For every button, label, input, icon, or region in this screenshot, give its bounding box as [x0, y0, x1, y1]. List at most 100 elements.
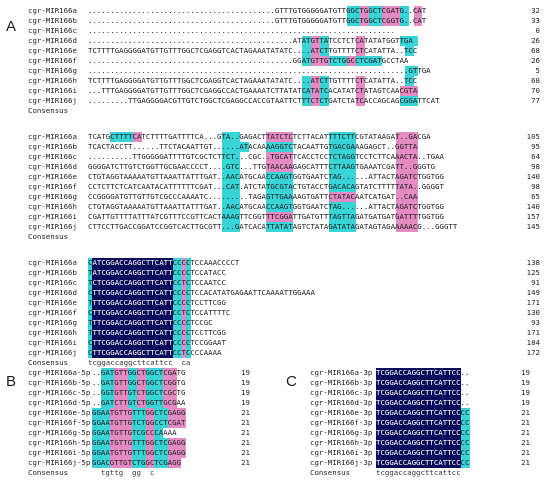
- conservation-highlight: [355, 76, 365, 86]
- aligned-sequence: GGGGATCTTGTCTGGTTGCGAACCCCT....GTC...TTG…: [88, 162, 436, 171]
- consensus-sequence: tcggaccaggcttcattcc ca: [88, 358, 191, 367]
- sequence-name: cgr-MIR166d: [28, 288, 77, 297]
- identical-residues: TCGGACCAGGCTTCATTCC: [376, 368, 461, 377]
- consensus-row: Consensus: [0, 106, 550, 116]
- aligned-sequence: ........................................…: [88, 56, 409, 65]
- conservation-highlight: [319, 96, 329, 106]
- identical-residues: TCGGACCAGGCTTCATTCC: [376, 458, 461, 467]
- conservation-highlight: [109, 458, 133, 468]
- sequence-name: cgr-MIR166g: [28, 318, 77, 327]
- sequence-name: cgr-MIR166a-3p: [310, 368, 373, 377]
- aligned-sequence: GGAATGTTGTCTGGCCTCGAT: [92, 418, 186, 427]
- sequence-name: cgr-MIR166j: [28, 222, 77, 231]
- identical-residues: TCGGACCAGGCTTCATTCC: [376, 438, 461, 447]
- sequence-row: cgr-MIR166c-5p ..GGTGTTGTCTGGCTCGCTG 19: [0, 388, 550, 398]
- conservation-highlight: [132, 418, 146, 428]
- conservation-highlight: [368, 6, 383, 16]
- identical-residues: TCGGACCAGGCTTCATTCC: [376, 398, 461, 407]
- conservation-highlight: [172, 328, 182, 338]
- conservation-highlight: [460, 448, 470, 458]
- position-count: 21: [521, 428, 530, 437]
- conservation-highlight: [221, 182, 240, 192]
- conservation-highlight: [154, 428, 164, 438]
- sequence-row: cgr-MIR166d-5p ..GATCTTGTCTGGTTGCGAA 19: [0, 398, 550, 408]
- conservation-highlight: [92, 278, 173, 288]
- conservation-highlight: [328, 132, 356, 142]
- conservation-highlight: [167, 438, 186, 448]
- conservation-highlight: [186, 328, 191, 338]
- conservation-highlight: [376, 408, 461, 418]
- position-count: 65: [531, 192, 540, 201]
- sequence-row: cgr-MIR166d GGGGATCTTGTCTGGTTGCGAACCCCT..…: [0, 162, 550, 172]
- conservation-highlight: [92, 448, 110, 458]
- consensus-row: Consensus tgttg gg c: [0, 468, 550, 478]
- sequence-name: cgr-MIR166a: [28, 6, 77, 15]
- conservation-highlight: [355, 46, 365, 56]
- conservation-highlight: [302, 56, 311, 66]
- conservation-highlight: [395, 192, 419, 202]
- aligned-sequence: CTTCGGACCAGGCTTCATTCCTCTCCATTTTC: [88, 308, 231, 317]
- position-count: 171: [526, 298, 540, 307]
- conservation-highlight: [311, 36, 320, 46]
- conservation-highlight: [88, 278, 93, 288]
- conservation-highlight: [266, 182, 294, 192]
- consensus-sequence: tgttg gg c: [100, 468, 155, 477]
- conservation-highlight: [328, 182, 356, 192]
- conservation-highlight: [360, 16, 369, 26]
- position-count: 19: [521, 388, 530, 397]
- aligned-sequence: TTTCGGACCAGGCTTCATTCCCCTCCTTCGG: [88, 298, 226, 307]
- consensus-label: Consensus: [28, 358, 69, 367]
- conservation-highlight: [109, 418, 133, 428]
- conservation-highlight: [100, 388, 115, 398]
- conservation-highlight: [154, 448, 168, 458]
- conservation-highlight: [92, 418, 110, 428]
- sequence-row: cgr-MIR166f-5p GGAATGTTGTCTGGCCTCGAT 21: [0, 418, 550, 428]
- conservation-highlight: [395, 222, 419, 232]
- panel-a-label: A: [6, 18, 17, 35]
- conservation-highlight: [460, 458, 470, 468]
- conservation-highlight: [319, 86, 329, 96]
- sequence-row: cgr-MIR166b TATCGGACCAGGCTTCATTCCCCTCCATA…: [0, 268, 550, 278]
- conservation-highlight: [181, 278, 187, 288]
- conservation-highlight: [382, 6, 401, 16]
- consensus-sequence: tcggaccaggcttcattcc: [376, 468, 461, 477]
- sequence-name: cgr-MIR166j-3p: [310, 458, 373, 467]
- aligned-sequence: CTTCCTTGACCGGATCCGGTCACTTGCGTT...GATCACA…: [88, 222, 458, 231]
- position-count: 19: [521, 368, 530, 377]
- position-count: 26: [531, 56, 540, 65]
- sequence-name: cgr-MIR166c-3p: [310, 388, 373, 397]
- conservation-highlight: [376, 458, 461, 468]
- position-count: 138: [526, 258, 540, 267]
- conservation-highlight: [172, 338, 182, 348]
- aligned-sequence: GGAATGTTGTTTGGCTCGAGG: [92, 408, 186, 417]
- position-count: 125: [526, 268, 540, 277]
- conservation-highlight: [400, 6, 410, 16]
- conservation-highlight: [100, 368, 115, 378]
- sequence-row: cgr-MIR166i-3p TCGGACCAGGCTTCATTCCCC 21 TCG…: [0, 448, 550, 458]
- sequence-name: cgr-MIR166f: [28, 308, 77, 317]
- conservation-highlight: [328, 192, 356, 202]
- position-count: 21: [241, 418, 250, 427]
- conservation-highlight: [181, 318, 187, 328]
- identical-residues: TTCGGACCAGGCTTCATT: [92, 298, 173, 307]
- conservation-highlight: [319, 36, 329, 46]
- position-count: 98: [531, 182, 540, 191]
- conservation-highlight: [266, 222, 294, 232]
- conservation-highlight: [376, 378, 461, 388]
- conservation-highlight: [266, 192, 294, 202]
- position-count: 64: [531, 152, 540, 161]
- conservation-highlight: [88, 328, 93, 338]
- conservation-highlight: [181, 308, 187, 318]
- aligned-sequence: TCACTACCTT......TTCTACAATTGT......ATACAA…: [88, 142, 418, 151]
- conservation-highlight: [109, 448, 133, 458]
- conservation-highlight: [172, 308, 182, 318]
- conservation-highlight: [382, 16, 401, 26]
- sequence-row: cgr-MIR166c.............................…: [0, 26, 550, 36]
- conservation-highlight: [328, 172, 356, 182]
- conservation-highlight: [181, 298, 187, 308]
- conservation-highlight: [186, 308, 191, 318]
- conservation-highlight: [346, 56, 356, 66]
- aligned-sequence: ..GATCTTGTCTGGTTGCGAA: [92, 398, 186, 407]
- position-count: 98: [531, 162, 540, 171]
- sequence-row: cgr-MIR166g-5p GGAATGTTGTCGCCCAAAA 21: [0, 428, 550, 438]
